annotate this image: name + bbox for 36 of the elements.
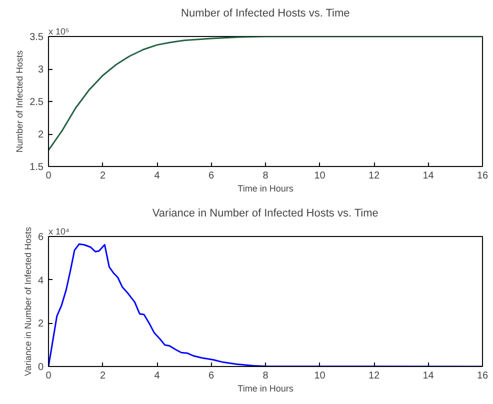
x-axis-title: Time in Hours	[238, 384, 294, 394]
x-tick-label: 2	[100, 170, 106, 182]
y-tick-label: 1.5	[30, 162, 44, 173]
x-tick-label: 8	[262, 170, 269, 182]
x-axis-title: Time in Hours	[238, 184, 294, 194]
chart-title: Variance in Number of Infected Hosts vs. Time	[152, 208, 378, 220]
x-tick-label: 8	[262, 370, 269, 382]
y-tick-label: 3	[38, 64, 44, 76]
x-tick-label: 0	[46, 370, 52, 382]
x-tick-label: 4	[154, 170, 160, 182]
x-tick-label: 2	[100, 370, 106, 382]
x-tick-label: 0	[46, 170, 52, 182]
y-tick-label: 2	[38, 130, 44, 140]
x-tick-label: 6	[208, 170, 214, 182]
x-tick-label: 6	[208, 370, 214, 382]
y-tick-label: 3.5	[30, 32, 44, 43]
y-tick-label: 2	[38, 318, 44, 330]
x-tick-label: 12	[368, 370, 380, 382]
y-tick-label: 4	[38, 275, 44, 286]
x-tick-label: 14	[422, 170, 434, 182]
y-tick-label: 0	[38, 362, 44, 373]
y-tick-label: 2.5	[30, 97, 44, 108]
x-tick-label: 14	[422, 370, 434, 382]
chart-title: Number of Infected Hosts vs. Time	[181, 8, 350, 20]
line-series	[48, 36, 482, 151]
y-tick-label: 6	[38, 232, 44, 243]
y-axis-title: Number of Infected Hosts	[14, 50, 25, 153]
y-axis-title: Variance in Number of Infected Hosts	[22, 226, 33, 376]
x-tick-label: 12	[368, 170, 380, 182]
x-tick-label: 10	[314, 370, 326, 382]
text: x 10⁵	[48, 26, 70, 36]
x-tick-label: 16	[476, 170, 488, 182]
x-tick-label: 4	[154, 370, 160, 382]
annotation: x 10⁴	[48, 226, 70, 236]
x-tick-label: 16	[476, 370, 488, 382]
x-tick-label: 10	[314, 170, 326, 182]
